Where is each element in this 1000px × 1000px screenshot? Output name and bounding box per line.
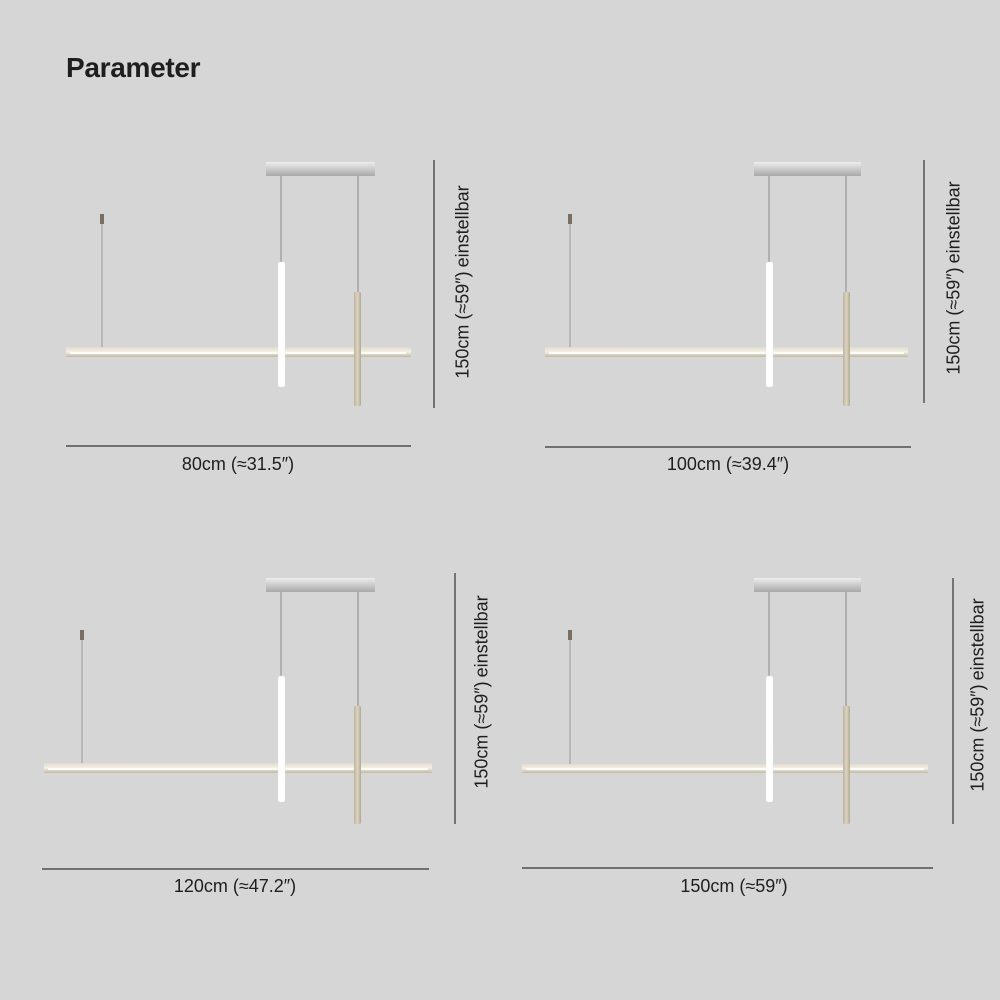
lamp-80cm <box>66 160 435 447</box>
light-strip <box>48 768 428 770</box>
vertical-bar-beige <box>843 706 850 824</box>
vertical-light-bar <box>277 675 286 803</box>
vertical-bar-beige <box>843 292 850 406</box>
ceiling-canopy <box>754 162 861 176</box>
lamp-150cm <box>522 578 954 869</box>
wire-hook <box>80 630 84 640</box>
vertical-light-bar <box>765 261 774 388</box>
ceiling-canopy <box>266 162 375 176</box>
adjustable-label: einstellbar <box>471 595 492 678</box>
width-label-150: 150cm (≈59″) <box>680 876 788 896</box>
page-title: Parameter <box>66 52 201 83</box>
adjustable-label: einstellbar <box>452 185 473 268</box>
adjustable-label: einstellbar <box>967 598 988 681</box>
height-label: 150cm (≈59″) <box>943 267 964 375</box>
width-label-80: 80cm (≈31.5″) <box>181 454 295 474</box>
wire-hook <box>568 630 572 640</box>
wire-hook <box>100 214 104 224</box>
light-strip <box>526 768 924 770</box>
ceiling-canopy <box>754 578 861 592</box>
vertical-light-bar <box>277 261 286 388</box>
light-strip <box>70 352 406 354</box>
ceiling-canopy <box>266 578 375 592</box>
adjustable-label: einstellbar <box>943 181 964 264</box>
height-label: 150cm (≈59″) <box>967 684 988 792</box>
vertical-light-bar <box>765 675 774 803</box>
vertical-bar-beige <box>354 292 361 406</box>
wire-hook <box>568 214 572 224</box>
width-label-100: 100cm (≈39.4″) <box>666 454 790 474</box>
lamp-100cm <box>545 160 925 448</box>
height-label: 150cm (≈59″) <box>471 681 492 789</box>
height-label: 150cm (≈59″) <box>452 271 473 379</box>
width-label-120: 120cm (≈47.2″) <box>173 876 297 896</box>
light-strip <box>549 352 904 354</box>
lamp-120cm <box>42 573 456 870</box>
vertical-bar-beige <box>354 706 361 824</box>
